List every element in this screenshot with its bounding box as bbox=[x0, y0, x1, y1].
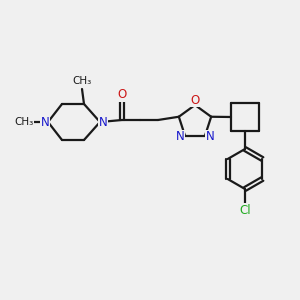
Text: O: O bbox=[117, 88, 127, 101]
Text: N: N bbox=[40, 116, 50, 128]
Text: N: N bbox=[99, 116, 107, 128]
Text: CH₃: CH₃ bbox=[72, 76, 92, 86]
Text: N: N bbox=[206, 130, 214, 143]
Text: O: O bbox=[190, 94, 200, 106]
Text: Cl: Cl bbox=[239, 203, 251, 217]
Text: CH₃: CH₃ bbox=[14, 117, 34, 127]
Text: N: N bbox=[176, 130, 184, 143]
